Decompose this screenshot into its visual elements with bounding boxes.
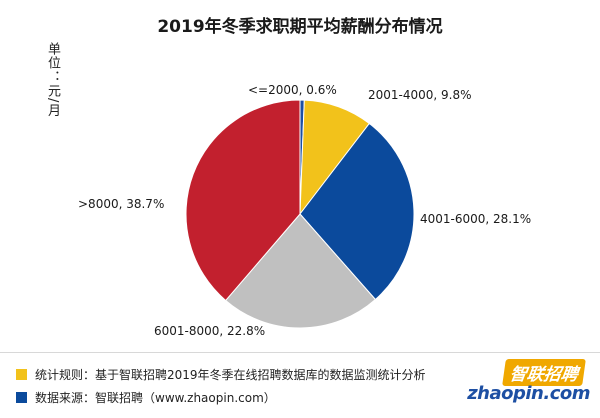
unit-label: 单位：元/月 xyxy=(45,42,60,118)
zhaopin-logo: 智联招聘 zhaopin.com xyxy=(467,359,590,407)
slice-label-3: 4001-6000, 28.1% xyxy=(420,212,531,226)
slice-label-2: 2001-4000, 9.8% xyxy=(368,88,472,102)
pie-slice-3 xyxy=(299,122,415,301)
source-swatch-icon xyxy=(16,392,27,403)
logo-en: zhaopin.com xyxy=(467,383,590,404)
logo-cn: 智联招聘 xyxy=(502,359,586,386)
footer-source-text: 数据来源：智联招聘（www.zhaopin.com） xyxy=(35,391,276,405)
rule-swatch-icon xyxy=(16,369,27,380)
footer-rule-text: 统计规则：基于智联招聘2019年冬季在线招聘数据库的数据监测统计分析 xyxy=(35,368,426,382)
pie-slice-5 xyxy=(185,99,301,302)
slice-label-1: <=2000, 0.6% xyxy=(248,83,337,97)
slice-label-5: >8000, 38.7% xyxy=(78,197,164,211)
footer-rule-row: 统计规则：基于智联招聘2019年冬季在线招聘数据库的数据监测统计分析 xyxy=(16,366,426,383)
chart-title: 2019年冬季求职期平均薪酬分布情况 xyxy=(157,17,443,37)
footer-source-row: 数据来源：智联招聘（www.zhaopin.com） xyxy=(16,389,276,406)
pie-chart: <=2000, 0.6% 2001-4000, 9.8% 4001-6000, 28… xyxy=(78,83,531,338)
pie-slice-4 xyxy=(224,213,377,329)
slice-label-4: 6001-8000, 22.8% xyxy=(154,324,265,338)
footer: 统计规则：基于智联招聘2019年冬季在线招聘数据库的数据监测统计分析 数据来源：… xyxy=(0,352,600,418)
